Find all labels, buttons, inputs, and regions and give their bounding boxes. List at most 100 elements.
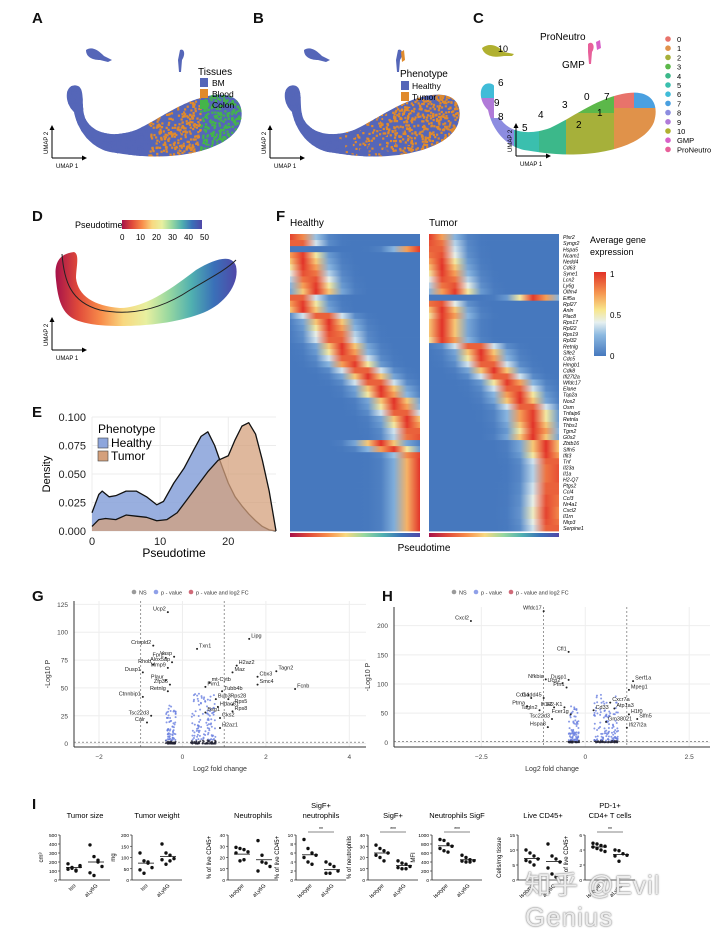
umap-cell [82,99,85,102]
umap-cell [77,153,80,156]
umap-cell [350,95,353,98]
umap-cell [244,153,246,155]
umap-cell [440,131,443,134]
umap-cell [180,144,183,147]
umap-cell [67,93,70,96]
umap-cell [341,127,344,131]
umap-cell [375,109,378,112]
umap-cell [160,156,163,157]
umap-cell [444,105,447,108]
umap-cell [131,86,134,89]
umap-cell [399,138,402,141]
umap-cell [141,99,144,102]
heatmap-row [429,464,559,471]
gene-label: Rps28 [230,694,246,700]
umap-cell [303,90,306,93]
umap-cell [342,96,346,99]
umap-cell [301,100,305,103]
umap-cell [66,148,69,151]
umap-cell [377,141,381,144]
umap-cell [334,161,336,163]
umap-cell [156,120,159,123]
umap-island-10 [482,45,514,57]
umap-cell [188,123,192,126]
umap-cell [310,93,313,96]
umap-cell [100,160,102,162]
gene-label: Mpeg1 [631,684,648,690]
umap-cell [286,151,289,154]
data-point [192,694,195,697]
umap-cell [411,152,414,156]
umap-cell [98,153,101,157]
umap-cell [325,161,327,163]
umap-cell [406,121,409,124]
umap-cell [408,106,411,109]
umap-cell [215,100,218,103]
umap-cell [241,159,243,161]
umap-cell [107,131,110,134]
umap-cell [306,130,309,133]
umap-cell [454,108,457,111]
labeled-point [613,707,616,710]
umap-cell [449,136,452,139]
umap-cell [327,139,330,142]
umap-cell [342,111,345,114]
umap-cell [399,147,402,151]
legend-dot-2 [665,54,671,61]
umap-cell [311,146,314,149]
umap-cell [102,101,106,104]
umap-cell [110,138,114,142]
umap-cell [297,90,300,93]
umap-cell [457,132,460,135]
umap-cell [363,132,366,135]
umap-cell [236,134,239,137]
umap-cell [330,93,333,96]
umap-cell [371,90,374,93]
colorbar-tick: 50 [200,233,209,242]
umap-cell [291,105,295,108]
umap-cell [171,85,174,87]
gene-label: Pim1 [207,681,220,687]
umap-cell [138,104,141,107]
umap-cell [441,143,445,146]
data-point [204,700,207,703]
umap-cell [69,106,73,110]
umap-cell [438,99,441,102]
umap-cell [333,93,336,96]
umap-cell [78,86,81,89]
umap-cell [90,86,93,89]
umap-cell [71,101,74,104]
heatmap-row [429,379,559,386]
umap-cell [84,85,87,88]
umap-cell [372,104,375,108]
umap-cell [410,119,413,123]
umap-cell [364,153,367,156]
umap-cell [86,121,89,124]
watermark: 知乎 @Evil Genius [525,870,661,932]
data-point [593,713,596,716]
umap-cell [319,120,322,123]
umap-cell [224,124,227,127]
umap-cell [452,130,456,133]
umap-cell [349,95,352,98]
umap-cell [120,145,123,148]
umap-cell [314,161,316,163]
pseudotime-bar-tumor [429,533,559,537]
labeled-point [231,703,234,706]
umap-cell [128,122,131,125]
umap-cell [184,80,186,82]
data-point [608,710,611,713]
data-point [336,869,340,873]
umap-cell [155,159,157,161]
cluster-label-7: 7 [604,92,610,103]
umap-cell [170,155,173,157]
umap-cell [449,87,452,91]
umap-cell [188,93,192,96]
umap-cell [79,114,82,117]
umap-cell [456,111,459,115]
umap-cell [168,132,172,135]
data-point [593,722,596,725]
data-point [100,864,104,869]
umap-cell [438,104,442,107]
umap-cell [426,128,429,131]
